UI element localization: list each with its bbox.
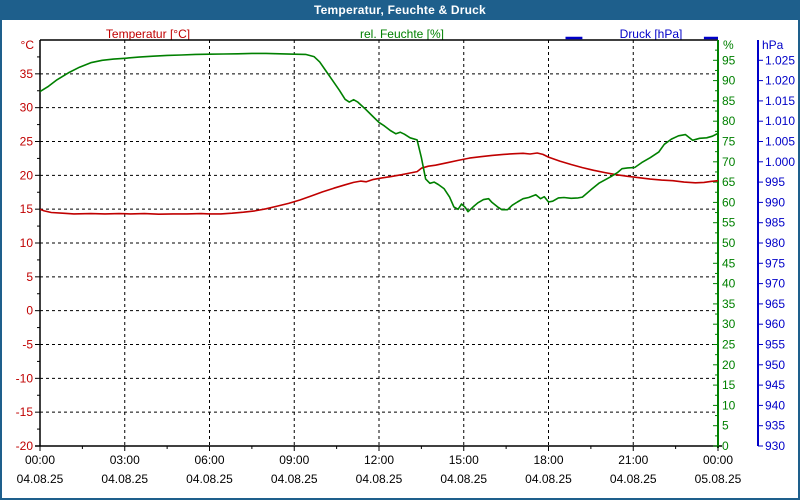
svg-text:20: 20	[722, 358, 736, 372]
time-axis: 00:00 04.08.25 03:00 04.08.25 06:00 04.08.25 0…	[17, 446, 742, 486]
svg-text:12:00: 12:00	[364, 453, 394, 467]
svg-text:965: 965	[765, 297, 785, 311]
svg-text:15:00: 15:00	[449, 453, 479, 467]
temperature-axis: 35 30 25 20 15 10 5 0 -5 -10 -15 -20 °C	[16, 38, 40, 453]
svg-text:-10: -10	[16, 371, 34, 385]
series-label-pressure: Druck [hPa]	[619, 27, 683, 41]
svg-text:40: 40	[722, 277, 736, 291]
svg-text:95: 95	[722, 53, 736, 67]
svg-text:990: 990	[765, 195, 785, 209]
svg-text:1.020: 1.020	[765, 74, 795, 88]
svg-text:°C: °C	[21, 38, 35, 52]
svg-text:15: 15	[20, 202, 34, 216]
svg-text:-15: -15	[16, 405, 34, 419]
svg-text:00:00: 00:00	[703, 453, 733, 467]
svg-text:930: 930	[765, 439, 785, 453]
svg-text:60: 60	[722, 195, 736, 209]
svg-text:1.005: 1.005	[765, 135, 795, 149]
svg-text:45: 45	[722, 256, 736, 270]
svg-text:04.08.25: 04.08.25	[271, 472, 318, 486]
svg-text:hPa: hPa	[762, 38, 784, 52]
svg-text:960: 960	[765, 317, 785, 331]
svg-text:980: 980	[765, 236, 785, 250]
svg-text:-5: -5	[22, 338, 33, 352]
svg-text:5: 5	[722, 419, 729, 433]
svg-text:25: 25	[20, 135, 34, 149]
svg-text:950: 950	[765, 358, 785, 372]
svg-text:03:00: 03:00	[110, 453, 140, 467]
svg-text:10: 10	[722, 398, 736, 412]
svg-text:25: 25	[722, 338, 736, 352]
pressure-axis: 1.025 1.020 1.015 1.010 1.005 1.000 995 990 985 9…	[758, 38, 795, 453]
svg-text:985: 985	[765, 216, 785, 230]
svg-text:04.08.25: 04.08.25	[101, 472, 148, 486]
svg-text:35: 35	[20, 67, 34, 81]
gridlines	[40, 40, 718, 446]
svg-text:04.08.25: 04.08.25	[525, 472, 572, 486]
svg-text:04.08.25: 04.08.25	[440, 472, 487, 486]
svg-text:0: 0	[26, 304, 33, 318]
svg-text:935: 935	[765, 419, 785, 433]
svg-text:5: 5	[26, 270, 33, 284]
svg-text:04.08.25: 04.08.25	[186, 472, 233, 486]
svg-text:%: %	[723, 38, 734, 52]
title-bar: Temperatur, Feuchte & Druck	[0, 0, 800, 20]
svg-text:90: 90	[722, 74, 736, 88]
svg-text:-20: -20	[16, 439, 34, 453]
svg-text:65: 65	[722, 175, 736, 189]
svg-text:20: 20	[20, 168, 34, 182]
series-label-temperature: Temperatur [°C]	[105, 27, 191, 41]
svg-text:85: 85	[722, 94, 736, 108]
humidity-line	[39, 52, 719, 213]
svg-text:15: 15	[722, 378, 736, 392]
svg-text:35: 35	[722, 297, 736, 311]
svg-text:995: 995	[765, 175, 785, 189]
svg-text:955: 955	[765, 338, 785, 352]
svg-text:0: 0	[722, 439, 729, 453]
svg-text:21:00: 21:00	[618, 453, 648, 467]
svg-text:70: 70	[722, 155, 736, 169]
svg-text:75: 75	[722, 135, 736, 149]
svg-text:04.08.25: 04.08.25	[17, 472, 64, 486]
svg-text:00:00: 00:00	[25, 453, 55, 467]
svg-text:1.025: 1.025	[765, 53, 795, 67]
temperature-line	[39, 152, 719, 215]
svg-text:10: 10	[20, 236, 34, 250]
svg-text:80: 80	[722, 114, 736, 128]
svg-text:1.010: 1.010	[765, 114, 795, 128]
window-title: Temperatur, Feuchte & Druck	[314, 3, 486, 17]
svg-text:55: 55	[722, 216, 736, 230]
svg-text:1.000: 1.000	[765, 155, 795, 169]
svg-text:18:00: 18:00	[533, 453, 563, 467]
svg-text:30: 30	[20, 101, 34, 115]
svg-text:04.08.25: 04.08.25	[610, 472, 657, 486]
svg-text:1.015: 1.015	[765, 94, 795, 108]
svg-text:945: 945	[765, 378, 785, 392]
svg-text:05.08.25: 05.08.25	[695, 472, 742, 486]
svg-text:970: 970	[765, 277, 785, 291]
svg-text:06:00: 06:00	[194, 453, 224, 467]
svg-text:30: 30	[722, 317, 736, 331]
axes	[35, 39, 759, 448]
svg-text:975: 975	[765, 256, 785, 270]
series-label-humidity: rel. Feuchte [%]	[359, 27, 445, 41]
svg-text:04.08.25: 04.08.25	[356, 472, 403, 486]
svg-text:940: 940	[765, 398, 785, 412]
svg-text:09:00: 09:00	[279, 453, 309, 467]
svg-text:50: 50	[722, 236, 736, 250]
